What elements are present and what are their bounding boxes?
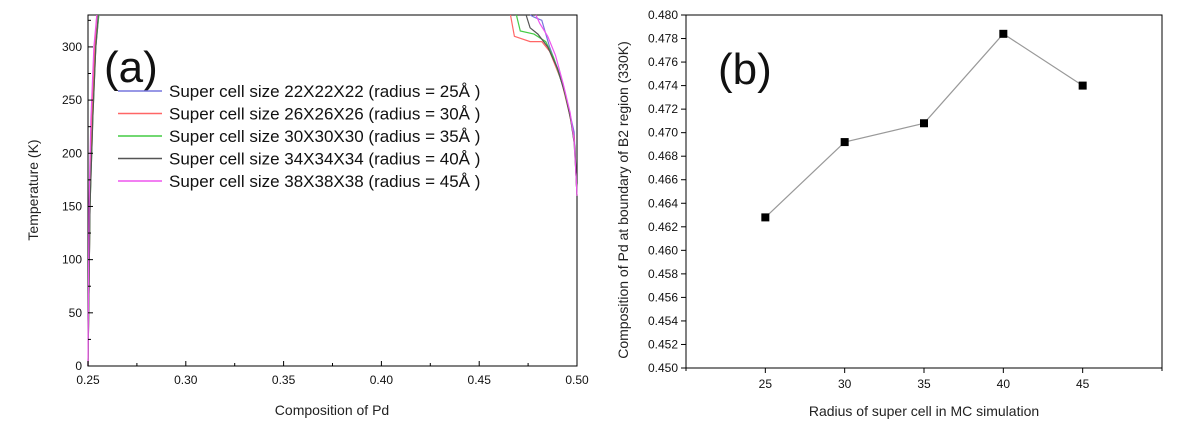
plot-b-y-tick-label: 0.456	[648, 290, 678, 304]
panel-b-label: (b)	[718, 45, 772, 94]
legend-label-series-3: Super cell size 30X30X30 (radius = 35Å )	[169, 127, 480, 146]
plot-b-y-tick-label: 0.472	[648, 102, 678, 116]
plot-a-y-tick-label: 300	[62, 40, 82, 54]
plot-b-y-tick-label: 0.470	[648, 126, 678, 140]
plot-a-y-tick-label: 200	[62, 146, 82, 160]
legend-label-series-2: Super cell size 26X26X26 (radius = 30Å )	[169, 105, 480, 124]
panel-a-label: (a)	[104, 43, 158, 92]
plot-b-data-point	[1078, 81, 1087, 90]
plot-b-x-axis-label: Radius of super cell in MC simulation	[809, 403, 1039, 419]
plot-b-data	[761, 29, 1087, 222]
plot-a-x-tick-label: 0.45	[468, 373, 492, 387]
plot-b-axis-ticks: 25 30 35 40 45 0.450 0.452 0.454 0.456 0.458 0.460…	[648, 8, 1163, 391]
plot-b-y-tick-label: 0.478	[648, 32, 678, 46]
series-5-right-boundary-line	[535, 14, 578, 196]
plot-b-x-tick-label: 40	[997, 377, 1011, 391]
plot-b-data-point	[999, 29, 1008, 38]
plot-a-y-tick-label: 100	[62, 253, 82, 267]
plot-b-y-axis-label: Composition of Pd at boundary of B2 regi…	[615, 41, 631, 359]
legend-label-series-1: Super cell size 22X22X22 (radius = 25Å )	[169, 82, 480, 101]
plot-b-x-tick-label: 25	[759, 377, 773, 391]
plot-b-y-tick-label: 0.474	[648, 79, 678, 93]
plot-a-x-tick-label: 0.40	[370, 373, 394, 387]
plot-b-y-tick-label: 0.466	[648, 173, 678, 187]
plot-b-y-tick-label: 0.480	[648, 8, 678, 22]
plot-a-y-tick-label: 150	[62, 199, 82, 213]
chart-panel-b: 25 30 35 40 45 0.450 0.452 0.454 0.456 0.458 0.460…	[615, 8, 1163, 419]
plot-a-x-axis-label: Composition of Pd	[275, 402, 389, 418]
legend-label-series-5: Super cell size 38X38X38 (radius = 45Å )	[169, 172, 480, 191]
legend-label-series-4: Super cell size 34X34X34 (radius = 40Å )	[169, 150, 480, 169]
plot-b-data-point	[761, 213, 770, 222]
plot-a-x-tick-label: 0.50	[565, 373, 589, 387]
plot-a-x-tick-label: 0.35	[272, 373, 296, 387]
plot-a-x-tick-label: 0.30	[174, 373, 198, 387]
plot-a-y-tick-label: 250	[62, 93, 82, 107]
plot-b-x-tick-label: 30	[838, 377, 852, 391]
plot-a-y-axis-label: Temperature (K)	[25, 139, 41, 240]
plot-b-x-tick-label: 45	[1076, 377, 1090, 391]
plot-b-x-tick-label: 35	[917, 377, 931, 391]
plot-a-axis-ticks: 0.25 0.30 0.35 0.40 0.45 0.50 0 50 100 150 200 250 3…	[62, 19, 589, 387]
plot-b-y-tick-label: 0.468	[648, 149, 678, 163]
plot-a-y-tick-label: 50	[69, 306, 83, 320]
plot-b-data-point	[840, 138, 849, 147]
plot-b-y-tick-label: 0.450	[648, 361, 678, 375]
plot-b-y-tick-label: 0.476	[648, 55, 678, 69]
plot-b-y-tick-label: 0.460	[648, 243, 678, 257]
plot-b-y-tick-label: 0.452	[648, 337, 678, 351]
plot-b-y-tick-label: 0.454	[648, 314, 678, 328]
plot-a-x-tick-label: 0.25	[76, 373, 100, 387]
plot-a-legend: Super cell size 22X22X22 (radius = 25Å )…	[118, 82, 480, 191]
plot-b-y-tick-label: 0.462	[648, 220, 678, 234]
chart-panel-a: 0.25 0.30 0.35 0.40 0.45 0.50 0 50 100 150 200 250 3…	[25, 14, 589, 418]
plot-b-y-tick-label: 0.458	[648, 267, 678, 281]
plot-b-y-tick-label: 0.464	[648, 196, 678, 210]
plot-b-data-point	[920, 119, 928, 128]
plot-a-y-tick-label: 0	[75, 359, 82, 373]
